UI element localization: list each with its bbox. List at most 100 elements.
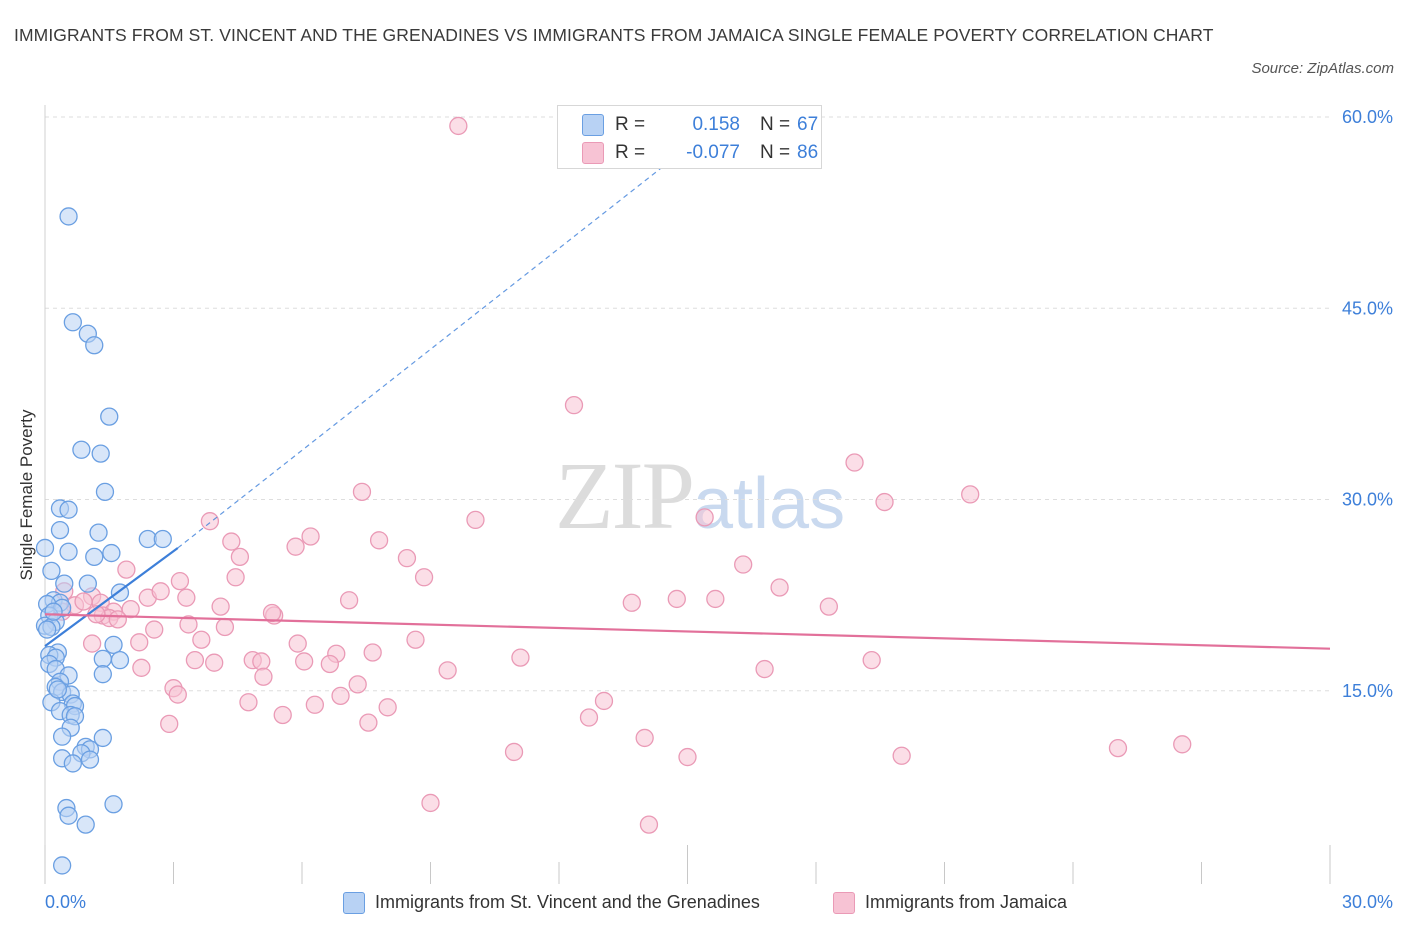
data-point-vincent [59, 806, 78, 825]
data-point-jamaica [262, 603, 282, 623]
data-point-vincent [102, 543, 121, 563]
data-point-jamaica [145, 620, 164, 639]
y-tick-label: 15.0% [1342, 681, 1393, 701]
data-point-vincent [78, 574, 97, 593]
data-point-jamaica [770, 578, 789, 597]
legend-swatch-blue [343, 892, 365, 914]
data-point-vincent [89, 523, 108, 542]
data-point-vincent [93, 649, 112, 669]
data-point-jamaica [305, 695, 325, 714]
legend-r-value: 0.158 [692, 114, 740, 135]
data-point-jamaica [226, 568, 245, 587]
y-tick-label: 30.0% [1342, 490, 1393, 510]
y-tick-label: 45.0% [1342, 298, 1393, 318]
data-point-jamaica [211, 597, 230, 616]
data-point-vincent [85, 547, 104, 567]
data-point-jamaica [254, 667, 273, 686]
data-point-jamaica [695, 508, 714, 527]
correlation-legend: R = 0.158 N = 67 R = -0.077 N = 86 [557, 105, 822, 169]
data-point-jamaica [421, 793, 440, 813]
data-point-vincent [50, 520, 70, 540]
data-point-vincent [63, 754, 82, 773]
legend-swatch-pink [833, 892, 855, 914]
data-point-jamaica [117, 560, 136, 579]
legend-r-label: R = [615, 142, 646, 163]
data-point-jamaica [301, 527, 320, 546]
data-point-jamaica [294, 652, 314, 671]
data-point-vincent [95, 482, 115, 502]
data-point-jamaica [845, 453, 864, 472]
legend-swatch-pink [582, 142, 604, 164]
data-point-jamaica [288, 634, 307, 653]
data-point-vincent [93, 665, 112, 684]
data-point-jamaica [667, 589, 686, 609]
data-point-jamaica [348, 675, 367, 694]
legend-r-label: R = [615, 114, 646, 135]
data-point-jamaica [378, 698, 397, 717]
data-point-jamaica [74, 592, 93, 611]
y-axis-label: Single Female Poverty [17, 409, 36, 581]
data-point-jamaica [961, 485, 980, 504]
trendline-jamaica [44, 613, 1331, 650]
data-point-jamaica [875, 492, 894, 512]
data-point-jamaica [363, 643, 382, 662]
trendline-vincent [44, 547, 179, 648]
chart-title: IMMIGRANTS FROM ST. VINCENT AND THE GREN… [14, 25, 1214, 45]
legend-swatch-blue [582, 114, 604, 136]
data-point-jamaica [320, 654, 339, 674]
data-point-vincent [59, 500, 78, 519]
data-point-jamaica [369, 531, 389, 550]
x-tick-label: 0.0% [45, 892, 86, 912]
data-point-jamaica [273, 705, 292, 725]
data-point-vincent [80, 750, 100, 769]
data-point-vincent [52, 727, 72, 746]
legend-label-jamaica: Immigrants from Jamaica [865, 892, 1068, 912]
data-point-vincent [104, 635, 123, 654]
data-point-vincent [42, 561, 61, 581]
data-point-jamaica [205, 653, 224, 672]
legend-n-value: 86 [797, 142, 819, 163]
data-point-jamaica [755, 659, 774, 679]
data-point-jamaica [449, 116, 468, 136]
data-point-vincent [35, 538, 55, 558]
legend-label-vincent: Immigrants from St. Vincent and the Gren… [375, 892, 760, 912]
data-point-jamaica [331, 686, 350, 705]
data-point-vincent [37, 620, 57, 639]
data-point-jamaica [132, 658, 151, 677]
data-point-jamaica [438, 661, 457, 680]
data-point-jamaica [734, 555, 753, 574]
data-point-jamaica [352, 482, 372, 502]
data-point-jamaica [466, 510, 485, 530]
data-point-vincent [85, 336, 104, 355]
data-point-jamaica [639, 815, 659, 834]
data-point-jamaica [594, 691, 614, 711]
data-point-jamaica [862, 651, 881, 670]
data-point-jamaica [819, 597, 838, 616]
watermark-zip: ZIP [555, 442, 695, 549]
watermark-atlas: atlas [693, 464, 846, 544]
data-point-jamaica [168, 685, 187, 704]
data-point-jamaica [108, 610, 127, 629]
data-point-jamaica [622, 593, 641, 612]
data-point-jamaica [151, 582, 170, 601]
data-point-jamaica [678, 747, 697, 767]
data-point-vincent [72, 440, 91, 459]
data-point-jamaica [892, 746, 911, 765]
data-point-jamaica [252, 652, 271, 671]
data-point-vincent [55, 574, 74, 593]
data-point-jamaica [635, 728, 654, 748]
data-point-jamaica [82, 634, 102, 653]
y-tick-label: 60.0% [1342, 107, 1393, 127]
data-point-jamaica [185, 651, 205, 670]
data-point-vincent [63, 313, 82, 332]
data-point-vincent [52, 856, 72, 875]
watermark: ZIPatlas [555, 440, 845, 551]
data-point-jamaica [1108, 738, 1128, 758]
data-point-jamaica [192, 630, 211, 649]
data-point-jamaica [215, 617, 235, 637]
data-point-jamaica [397, 549, 417, 568]
data-point-jamaica [200, 512, 220, 531]
data-point-jamaica [564, 395, 584, 415]
data-point-vincent [110, 651, 130, 670]
data-point-jamaica [339, 591, 359, 610]
